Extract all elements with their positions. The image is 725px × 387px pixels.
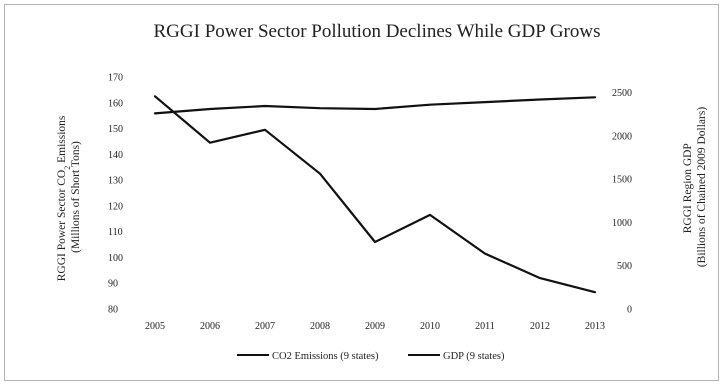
chart-title: RGGI Power Sector Pollution Declines Whi… (154, 21, 601, 42)
x-tick-label: 2012 (530, 321, 550, 332)
line-chart: RGGI Power Sector Pollution Declines Whi… (5, 5, 720, 382)
right-axis-label-line2: (Billions of Chained 2009 Dollars) (696, 107, 708, 268)
left-tick-label: 80 (108, 305, 118, 316)
left-tick-label: 130 (108, 176, 123, 187)
x-tick-label: 2010 (420, 321, 440, 332)
left-tick-label: 90 (108, 279, 118, 290)
left-tick-label: 140 (108, 150, 123, 161)
right-axis-label: RGGI Region GDP (Billions of Chained 200… (682, 107, 708, 268)
series-lines (155, 96, 595, 292)
right-tick-label: 0 (627, 305, 632, 316)
chart-frame: RGGI Power Sector Pollution Declines Whi… (4, 4, 719, 381)
legend: CO2 Emissions (9 states) GDP (9 states) (237, 351, 505, 362)
gdp-line (155, 97, 595, 113)
left-tick-label: 110 (108, 227, 123, 238)
left-tick-label: 170 (108, 73, 123, 84)
right-axis-label-line1: RGGI Region GDP (682, 144, 694, 234)
x-tick-label: 2008 (310, 321, 330, 332)
left-axis-ticks: 80 90 100 110 120 130 140 150 160 170 (108, 73, 123, 316)
right-axis-ticks: 0 500 1000 1500 2000 2500 (612, 88, 632, 315)
left-tick-label: 100 (108, 253, 123, 264)
co2-emissions-line (155, 96, 595, 292)
left-axis-label-line2: (Millions of Short Tons) (70, 141, 82, 253)
right-tick-label: 2500 (612, 88, 632, 99)
x-tick-label: 2013 (585, 321, 605, 332)
x-tick-label: 2007 (255, 321, 275, 332)
x-axis-ticks: 2005 2006 2007 2008 2009 2010 2011 2012 2013 (145, 321, 605, 332)
right-tick-label: 2000 (612, 131, 632, 142)
x-tick-label: 2009 (365, 321, 385, 332)
left-tick-label: 160 (108, 98, 123, 109)
legend-label: GDP (9 states) (443, 351, 505, 362)
left-tick-label: 120 (108, 201, 123, 212)
right-tick-label: 1500 (612, 175, 632, 186)
x-tick-label: 2006 (200, 321, 220, 332)
left-tick-label: 150 (108, 124, 123, 135)
right-tick-label: 500 (617, 261, 632, 272)
x-tick-label: 2011 (475, 321, 495, 332)
legend-label: CO2 Emissions (9 states) (272, 351, 379, 362)
x-tick-label: 2005 (145, 321, 165, 332)
left-axis-label: RGGI Power Sector CO2 Emissions (Million… (56, 113, 82, 282)
right-tick-label: 1000 (612, 218, 632, 229)
